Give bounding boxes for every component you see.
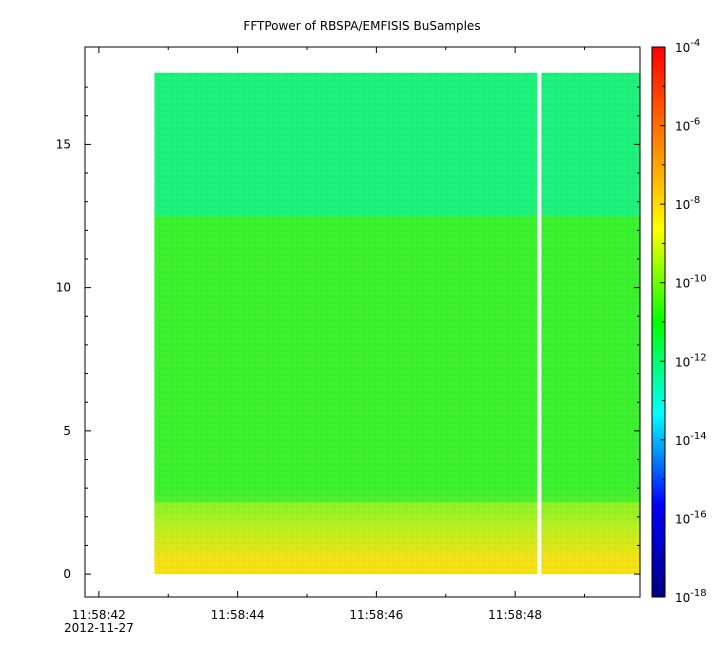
data-gap (537, 71, 542, 576)
x-tick-label: 11:58:46 (349, 608, 403, 622)
y-tick-label: 0 (63, 567, 71, 581)
y-axis: 0 5 10 15 (56, 86, 640, 581)
colorbar-tick-label: 10-10 (675, 274, 707, 291)
colorbar-tick-label: 10-18 (675, 588, 707, 605)
chart-title: FFTPower of RBSPA/EMFISIS BuSamples (243, 19, 480, 33)
y-tick-label: 10 (56, 281, 71, 295)
colorbar-tick-label: 10-6 (675, 117, 700, 134)
colorbar-tick-label: 10-14 (675, 431, 707, 448)
x-tick-label: 11:58:44 (211, 608, 265, 622)
y-tick-label: 15 (56, 137, 71, 151)
colorbar-tick-label: 10-16 (675, 509, 707, 526)
x-tick-label: 11:58:48 (488, 608, 542, 622)
colorbar-tick-label: 10-4 (675, 38, 700, 55)
y-tick-label: 5 (63, 424, 71, 438)
colorbar-tick-label: 10-8 (675, 195, 700, 212)
x-tick-date-label: 2012-11-27 (64, 621, 134, 635)
colorbar-axis: 10-4 10-6 10-8 10-10 10-12 10-14 10-16 10-18 (660, 38, 707, 605)
colorbar-tick-label: 10-12 (675, 352, 707, 369)
spectrogram-bands (154, 71, 640, 576)
plot-frame-border (84, 46, 641, 598)
noise-overlay (154, 72, 640, 575)
x-tick-label: 11:58:42 (72, 608, 126, 622)
